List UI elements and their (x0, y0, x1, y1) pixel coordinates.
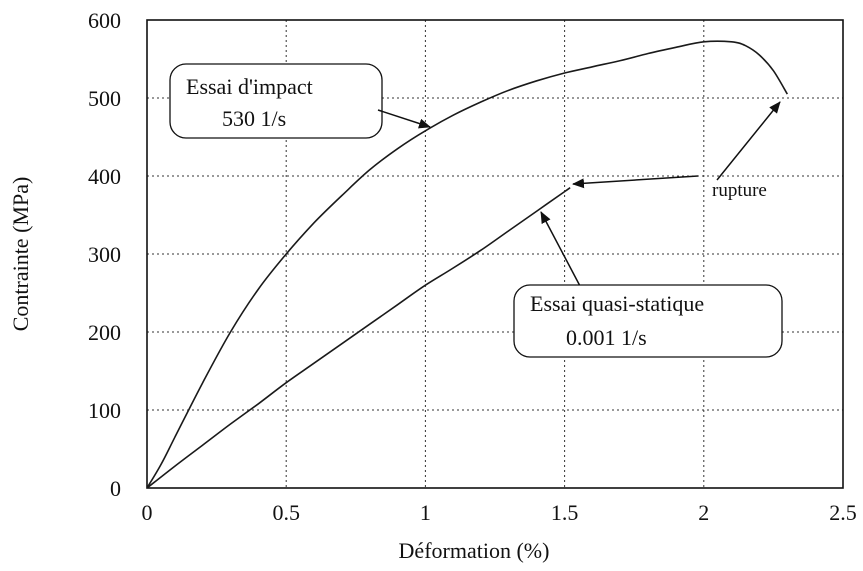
x-tick-label-5: 2.5 (829, 500, 857, 525)
x-tick-label-3: 1.5 (551, 500, 579, 525)
y-tick-label-1: 100 (88, 398, 121, 423)
annotation-impact-box (169, 63, 383, 139)
x-axis-title: Déformation (%) (399, 538, 550, 563)
rupture-label: rupture (712, 180, 767, 201)
x-tick-label-2: 1 (420, 500, 431, 525)
y-tick-label-3: 300 (88, 242, 121, 267)
y-tick-label-0: 0 (110, 476, 121, 501)
y-tick-label-2: 200 (88, 320, 121, 345)
y-tick-label-5: 500 (88, 86, 121, 111)
annotation-quasi-arrow (540, 211, 581, 287)
series-group (146, 40, 788, 489)
x-tick-label-4: 2 (698, 500, 709, 525)
annotation-impact-line-2: 530 1/s (222, 106, 286, 131)
y-tick-label-6: 600 (88, 8, 121, 33)
plot-frame (146, 19, 844, 489)
y-axis-title: Contrainte (MPa) (8, 177, 33, 332)
rupture-arrow-to-impact (716, 101, 781, 181)
tick-labels: 0 0.5 1 1.5 2 2.5 0 100 200 300 400 500 600 (88, 8, 857, 525)
annotation-impact-arrow (377, 109, 431, 129)
x-tick-label-0: 0 (142, 500, 153, 525)
series-quasi-static-line (146, 187, 571, 489)
series-impact-line (146, 40, 788, 489)
y-tick-label-4: 400 (88, 164, 121, 189)
annotation-quasi-box (513, 284, 783, 358)
rupture-arrow-to-quasi (572, 175, 699, 189)
annotation-rupture: rupture (572, 101, 781, 201)
annotation-quasi-line-2: 0.001 1/s (566, 325, 647, 350)
annotation-impact: Essai d'impact 530 1/s (169, 63, 431, 139)
annotation-quasi: Essai quasi-statique 0.001 1/s (513, 211, 783, 358)
annotation-impact-line-1: Essai d'impact (186, 74, 313, 99)
x-tick-label-1: 0.5 (272, 500, 300, 525)
annotation-quasi-line-1: Essai quasi-statique (530, 291, 704, 316)
